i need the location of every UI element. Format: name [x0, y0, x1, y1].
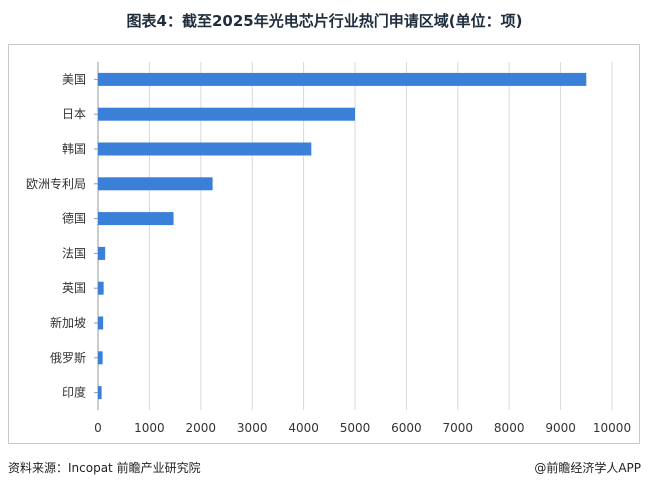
bar [98, 72, 587, 86]
x-tick-label: 4000 [288, 421, 319, 435]
bar [98, 212, 174, 226]
chart-title: 图表4：截至2025年光电芯片行业热门申请区域(单位：项) [126, 12, 523, 30]
bar [98, 246, 106, 260]
bar [98, 386, 102, 400]
bar [98, 177, 213, 191]
chart-frame [8, 44, 640, 444]
bar [98, 281, 104, 295]
bar [98, 142, 312, 156]
category-label: 英国 [62, 281, 86, 295]
x-tick-label: 1000 [134, 421, 165, 435]
x-tick-label: 8000 [494, 421, 525, 435]
x-tick-label: 6000 [391, 421, 422, 435]
brand-note: @前瞻经济学人APP [534, 461, 641, 475]
source-note: 资料来源：Incopat 前瞻产业研究院 [8, 461, 201, 475]
category-label: 德国 [62, 211, 86, 226]
x-tick-label: 2000 [186, 421, 217, 435]
category-label: 俄罗斯 [50, 351, 86, 365]
category-label: 日本 [62, 107, 86, 121]
x-tick-label: 5000 [340, 421, 371, 435]
category-label: 新加坡 [50, 315, 86, 330]
x-tick-label: 9000 [545, 421, 576, 435]
x-tick-label: 7000 [443, 421, 474, 435]
x-tick-label: 3000 [237, 421, 268, 435]
bar [98, 316, 104, 330]
x-tick-label: 10000 [593, 421, 631, 435]
x-tick-label: 0 [94, 421, 102, 435]
category-label: 美国 [62, 72, 86, 86]
category-label: 法国 [62, 246, 86, 260]
bar [98, 351, 103, 365]
category-label: 欧洲专利局 [26, 176, 86, 191]
category-label: 韩国 [62, 141, 86, 156]
category-label: 印度 [62, 385, 86, 400]
bar [98, 107, 355, 121]
